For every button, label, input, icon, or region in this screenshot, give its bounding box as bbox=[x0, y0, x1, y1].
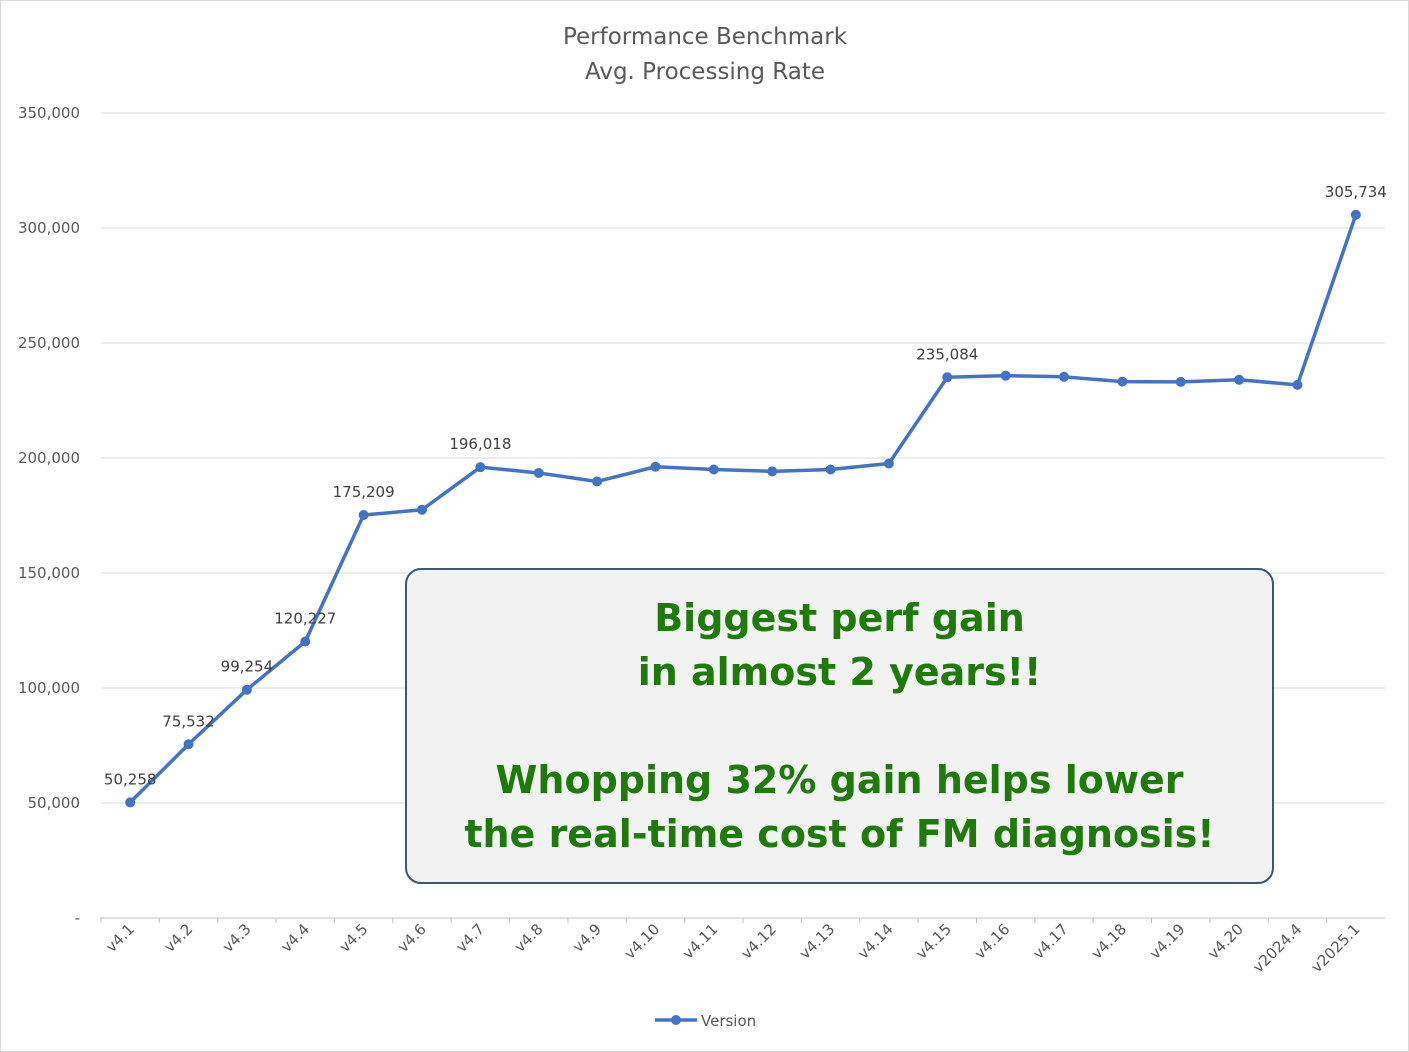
data-labels: 50,258 75,532 99,254 120,227 175,209 196,018 2… bbox=[104, 183, 1387, 789]
callout-line-1: Biggest perf gain bbox=[654, 596, 1025, 640]
callout-line-4: the real-time cost of FM diagnosis! bbox=[464, 812, 1215, 856]
y-tick-label: 100,000 bbox=[18, 679, 80, 697]
data-point bbox=[1000, 370, 1011, 381]
legend-point-marker bbox=[671, 1015, 681, 1025]
data-point bbox=[1234, 374, 1245, 385]
data-point bbox=[125, 797, 136, 808]
chart-subtitle: Avg. Processing Rate bbox=[585, 59, 825, 85]
x-tick-label: v2024.4 bbox=[1249, 920, 1305, 976]
x-tick-label: v2025.1 bbox=[1308, 920, 1364, 976]
data-point bbox=[533, 467, 544, 478]
x-tick-label: v4.5 bbox=[336, 920, 372, 956]
data-label: 196,018 bbox=[449, 435, 511, 453]
series-version bbox=[125, 209, 1361, 808]
data-point bbox=[592, 476, 603, 487]
x-tick-label: v4.20 bbox=[1204, 920, 1247, 963]
x-tick-label: v4.6 bbox=[394, 920, 430, 956]
data-point bbox=[1175, 376, 1186, 387]
x-axis: v4.1 v4.2 v4.3 v4.4 v4.5 v4.6 v4.7 v4.8 v4.9 v4.1… bbox=[100, 918, 1364, 976]
callout-line-3: Whopping 32% gain helps lower bbox=[495, 758, 1184, 802]
data-point bbox=[358, 510, 369, 521]
x-tick-label: v4.18 bbox=[1088, 920, 1131, 963]
x-tick-label: v4.12 bbox=[737, 920, 780, 963]
y-tick-label: 150,000 bbox=[18, 564, 80, 582]
x-tick-label: v4.7 bbox=[452, 920, 488, 956]
x-tick-label: v4.13 bbox=[796, 920, 839, 963]
data-point bbox=[883, 458, 894, 469]
y-tick-label: 250,000 bbox=[18, 334, 80, 352]
x-tick-label: v4.4 bbox=[277, 920, 313, 956]
data-point bbox=[241, 684, 252, 695]
data-point bbox=[1350, 209, 1361, 220]
data-point bbox=[708, 464, 719, 475]
data-label: 120,227 bbox=[274, 609, 336, 627]
data-point bbox=[183, 739, 194, 750]
y-axis: - 50,000 100,000 150,000 200,000 250,000 300,0… bbox=[18, 104, 80, 927]
x-tick-label: v4.10 bbox=[621, 920, 664, 963]
x-tick-label: v4.17 bbox=[1029, 920, 1072, 963]
x-tick-label: v4.19 bbox=[1146, 920, 1189, 963]
x-tick-label: v4.3 bbox=[219, 920, 255, 956]
x-tick-label: v4.9 bbox=[569, 920, 605, 956]
data-point bbox=[650, 461, 661, 472]
chart-title: Performance Benchmark bbox=[563, 24, 848, 50]
y-tick-label: 200,000 bbox=[18, 449, 80, 467]
y-tick-label: 300,000 bbox=[18, 219, 80, 237]
data-point bbox=[825, 464, 836, 475]
data-point bbox=[1292, 379, 1303, 390]
x-tick-label: v4.8 bbox=[511, 920, 547, 956]
data-label: 305,734 bbox=[1325, 183, 1387, 201]
legend: Version bbox=[655, 1012, 756, 1030]
callout-line-2: in almost 2 years!! bbox=[637, 650, 1042, 694]
data-label: 99,254 bbox=[221, 658, 274, 676]
x-tick-label: v4.11 bbox=[679, 920, 722, 963]
x-tick-label: v4.2 bbox=[160, 920, 196, 956]
data-point bbox=[475, 462, 486, 473]
data-point bbox=[942, 372, 953, 383]
x-tick-label: v4.16 bbox=[971, 920, 1014, 963]
x-tick-label: v4.15 bbox=[912, 920, 955, 963]
data-point bbox=[1117, 376, 1128, 387]
y-tick-label: 50,000 bbox=[28, 794, 81, 812]
x-tick-label: v4.14 bbox=[854, 920, 897, 963]
series-line bbox=[128, 214, 1358, 804]
legend-entry-version: Version bbox=[701, 1012, 756, 1030]
y-tick-label: - bbox=[75, 909, 80, 927]
data-label: 175,209 bbox=[333, 483, 395, 501]
annotation-callout: Biggest perf gain in almost 2 years!! Wh… bbox=[405, 568, 1274, 884]
data-point bbox=[300, 636, 311, 647]
data-label: 50,258 bbox=[104, 770, 157, 788]
data-label: 235,084 bbox=[916, 345, 978, 363]
x-tick-label: v4.1 bbox=[102, 920, 138, 956]
data-label: 75,532 bbox=[162, 712, 215, 730]
data-point bbox=[417, 504, 427, 515]
data-point bbox=[1059, 371, 1069, 382]
y-tick-label: 350,000 bbox=[18, 104, 80, 122]
data-point bbox=[767, 466, 778, 477]
